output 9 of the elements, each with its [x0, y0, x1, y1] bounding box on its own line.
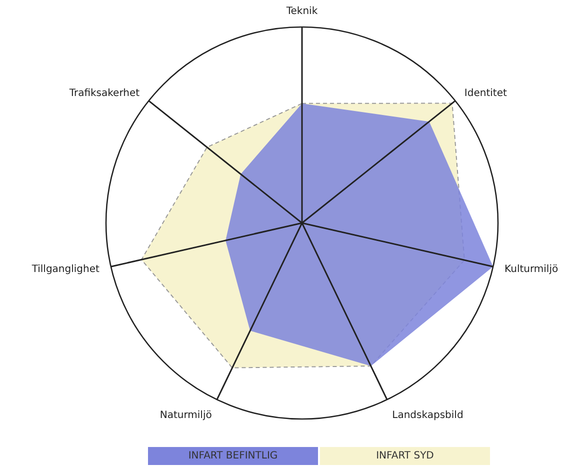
spoke-label: Identitet	[464, 88, 507, 100]
spoke-label: Tillganglighet	[30, 264, 100, 275]
spoke-label: Naturmiljö	[160, 410, 212, 421]
text: INFART BEFINTLIG	[188, 450, 278, 462]
spoke-label: Kulturmiljö	[504, 264, 558, 275]
spoke-label: Teknik	[285, 6, 318, 17]
spoke-label: Landskapsbild	[392, 410, 464, 421]
spoke-label: Trafiksakerhet	[68, 88, 140, 100]
text: INFART SYD	[376, 450, 434, 462]
